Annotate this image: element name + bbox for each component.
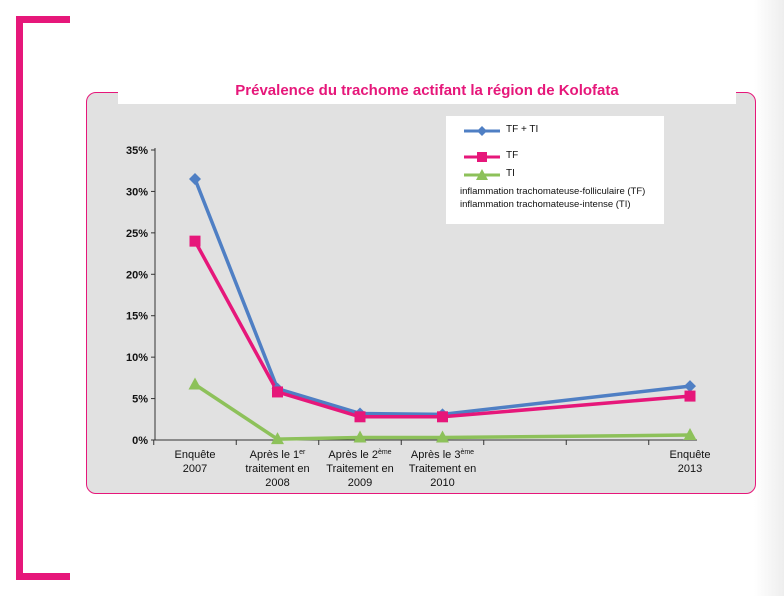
legend-note-ti: inflammation trachomateuse-intense (TI): [460, 199, 631, 210]
data-point: [272, 386, 283, 398]
data-point: [188, 377, 202, 390]
x-tick-label: Traitement en: [409, 463, 476, 475]
legend-item-ti: TI: [462, 168, 662, 182]
legend-item-tf: TF: [462, 150, 662, 164]
x-tick-label: 2008: [265, 477, 289, 489]
legend-label: TF: [506, 150, 519, 161]
y-tick-label: 15%: [126, 311, 148, 323]
x-tick-label: 2010: [430, 477, 454, 489]
x-tick-label: Traitement en: [326, 463, 393, 475]
data-point: [189, 235, 201, 247]
y-tick-label: 5%: [132, 394, 148, 406]
series-line-2: [193, 240, 691, 419]
legend-marker-diamond: [464, 126, 500, 136]
x-tick-label: Enquête: [175, 449, 216, 461]
data-point: [437, 411, 448, 423]
background-shade: [754, 0, 784, 596]
legend-item-tf-ti: TF + TI: [462, 124, 662, 138]
decorative-bracket: [16, 16, 70, 580]
y-tick-label: 25%: [126, 228, 148, 240]
data-point: [354, 411, 366, 423]
y-tick-label: 20%: [126, 269, 148, 281]
data-point: [271, 432, 284, 445]
data-point: [684, 390, 696, 402]
x-tick-label: Après le 1er: [250, 449, 306, 461]
legend-label: TF + TI: [506, 124, 539, 135]
x-tick-label: 2009: [348, 477, 372, 489]
y-tick-label: 30%: [126, 186, 148, 198]
x-tick-label: Après le 3ème: [411, 449, 474, 461]
x-tick-label: Après le 2ème: [328, 449, 391, 461]
chart-title: Prévalence du trachome actifant la régio…: [235, 82, 619, 99]
data-point: [683, 428, 697, 441]
data-point: [684, 380, 696, 393]
y-tick-label: 10%: [126, 352, 148, 364]
x-tick-label: 2007: [183, 463, 207, 475]
x-tick-label: Enquête: [670, 449, 711, 461]
data-point: [189, 173, 201, 185]
legend-marker-square: [464, 152, 500, 162]
data-point: [353, 430, 367, 443]
x-tick-label: traitement en: [245, 463, 309, 475]
legend-marker-triangle: [464, 169, 500, 180]
legend: TF + TI TF TI inflammation trachomateuse…: [446, 116, 664, 224]
y-tick-label: 0%: [132, 435, 148, 447]
legend-label: TI: [506, 168, 515, 179]
legend-note-tf: inflammation trachomateuse-folliculaire …: [460, 186, 646, 197]
x-tick-label: 2013: [678, 463, 702, 475]
y-tick-label: 35%: [126, 145, 148, 157]
title-band: Prévalence du trachome actifant la régio…: [118, 76, 736, 104]
data-point: [436, 430, 449, 443]
